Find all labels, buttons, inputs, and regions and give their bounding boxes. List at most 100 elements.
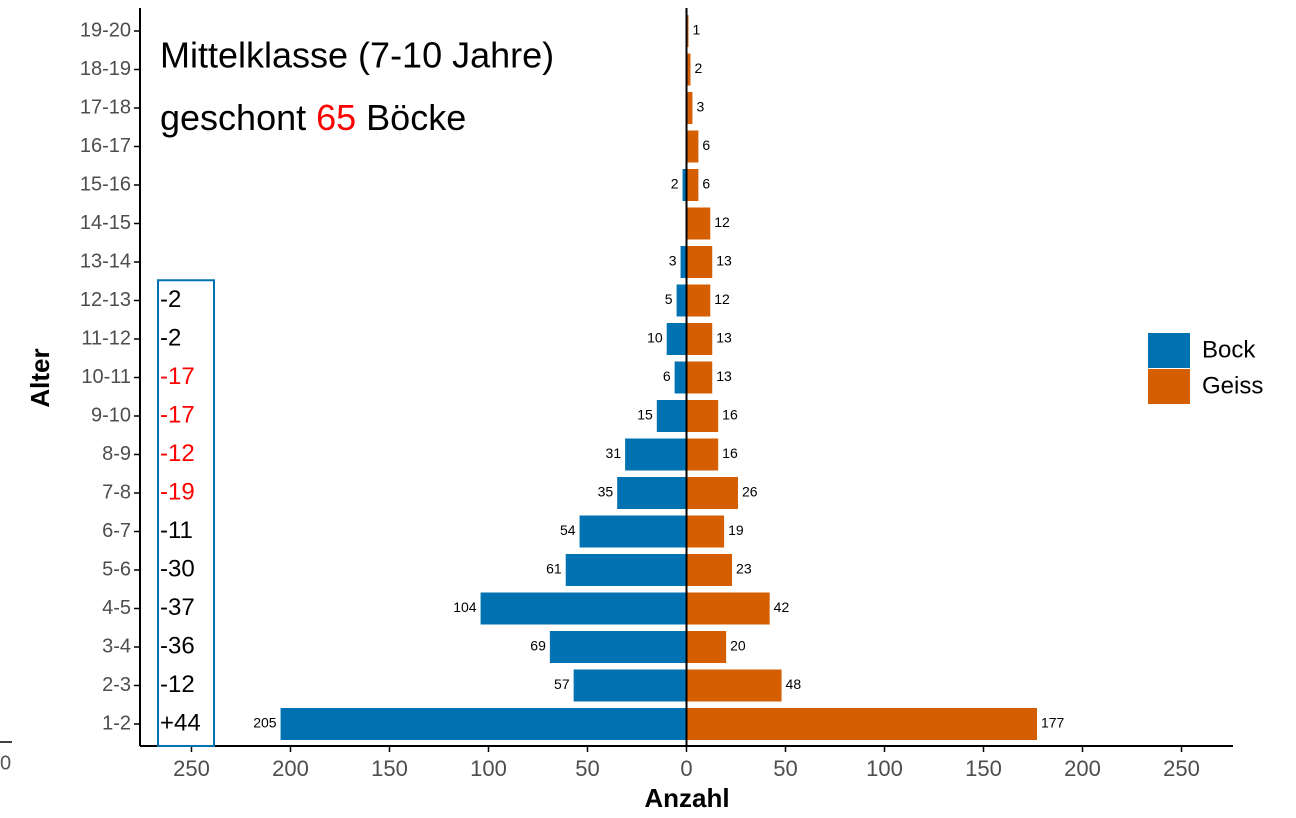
bar (686, 246, 713, 278)
bar (686, 592, 770, 625)
data-label: 69 (530, 638, 546, 654)
data-label: 35 (598, 484, 614, 500)
bar (686, 477, 738, 509)
bar (686, 130, 699, 163)
x-tick-label: 250 (173, 756, 210, 781)
data-label: 13 (716, 253, 732, 269)
data-label: 42 (774, 599, 790, 615)
x-tick-label: 150 (965, 756, 1002, 781)
bar (674, 361, 687, 394)
data-label: 48 (786, 676, 802, 692)
x-tick-label: 250 (1163, 756, 1200, 781)
bar (625, 438, 687, 471)
bar (686, 361, 713, 394)
y-tick-label: 8-9 (102, 443, 131, 465)
bar (666, 323, 687, 355)
x-tick-label: 50 (773, 756, 797, 781)
bar (686, 515, 725, 548)
bar (686, 53, 691, 86)
bar (686, 438, 719, 471)
box-label: -11 (160, 517, 193, 544)
data-label: 1 (692, 22, 700, 38)
y-tick-label: 17-18 (80, 96, 131, 118)
y-tick-label: 5-6 (102, 558, 131, 580)
y-tick-label: 4-5 (102, 597, 131, 619)
bar (480, 592, 687, 625)
y-tick-label: 6-7 (102, 520, 131, 542)
data-label: 205 (253, 715, 277, 731)
y-tick-label: 14-15 (80, 212, 131, 234)
y-tick-label: 1-2 (102, 712, 131, 734)
y-tick-label: 7-8 (102, 481, 131, 503)
data-label: 15 (637, 407, 653, 423)
data-label: 54 (560, 522, 576, 538)
y-tick-label: 13-14 (80, 250, 131, 272)
bar (686, 669, 782, 702)
bar (676, 284, 687, 317)
data-label: 13 (716, 368, 732, 384)
data-label: 26 (742, 484, 758, 500)
box-label: -2 (160, 324, 181, 351)
data-label: 13 (716, 330, 732, 346)
data-label: 3 (669, 253, 677, 269)
x-tick-label: 100 (470, 756, 507, 781)
x-tick-label: 100 (866, 756, 903, 781)
data-label: 16 (722, 407, 738, 423)
y-tick-label: 10-11 (81, 366, 131, 388)
legend-swatch (1148, 333, 1190, 368)
data-label: 6 (702, 176, 710, 192)
legend-swatch (1148, 369, 1190, 404)
box-label: -17 (160, 401, 195, 428)
x-tick-label: 150 (371, 756, 408, 781)
bar (686, 400, 719, 432)
bar (682, 169, 687, 201)
data-label: 12 (714, 214, 730, 230)
bar (680, 246, 687, 278)
data-label: 16 (722, 445, 738, 461)
y-tick-label: 15-16 (80, 173, 131, 195)
y-tick-label: 18-19 (80, 58, 131, 80)
data-label: 61 (546, 561, 562, 577)
bar (686, 207, 711, 240)
y-tick-label: 2-3 (102, 674, 131, 696)
bar (573, 669, 687, 702)
x-tick-label: 0 (680, 756, 692, 781)
box-label: -19 (160, 478, 195, 505)
box-label: -17 (160, 363, 195, 390)
data-label: 31 (606, 445, 622, 461)
box-label: -12 (160, 440, 195, 467)
bar (686, 554, 733, 586)
bar (686, 169, 699, 201)
box-label: -37 (160, 594, 195, 621)
box-label: -30 (160, 555, 195, 582)
box-label: -2 (160, 286, 181, 313)
bar (686, 323, 713, 355)
bar (656, 400, 687, 432)
bar (686, 284, 711, 317)
box-label: -36 (160, 632, 195, 659)
y-tick-label: 19-20 (80, 19, 131, 41)
stray-label: 0 (0, 752, 11, 774)
data-label: 6 (702, 137, 710, 153)
data-label: 2 (694, 60, 702, 76)
annotation-part: 65 (316, 97, 356, 138)
annotation-part: Böcke (366, 97, 466, 138)
annotation-part: geschont (160, 97, 306, 138)
bar (565, 554, 687, 586)
box-label: +44 (160, 709, 201, 736)
data-label: 6 (663, 368, 671, 384)
y-tick-label: 3-4 (102, 635, 131, 657)
x-tick-label: 200 (1064, 756, 1101, 781)
data-label: 104 (453, 599, 477, 615)
data-label: 57 (554, 676, 570, 692)
data-label: 2 (671, 176, 679, 192)
x-axis-label: Anzahl (644, 783, 729, 813)
data-label: 19 (728, 522, 744, 538)
box-label: -12 (160, 671, 195, 698)
data-label: 23 (736, 561, 752, 577)
bar (617, 477, 687, 509)
annotation: Mittelklasse (7-10 Jahre) (160, 35, 554, 76)
data-label: 3 (696, 99, 704, 115)
data-label: 20 (730, 638, 746, 654)
